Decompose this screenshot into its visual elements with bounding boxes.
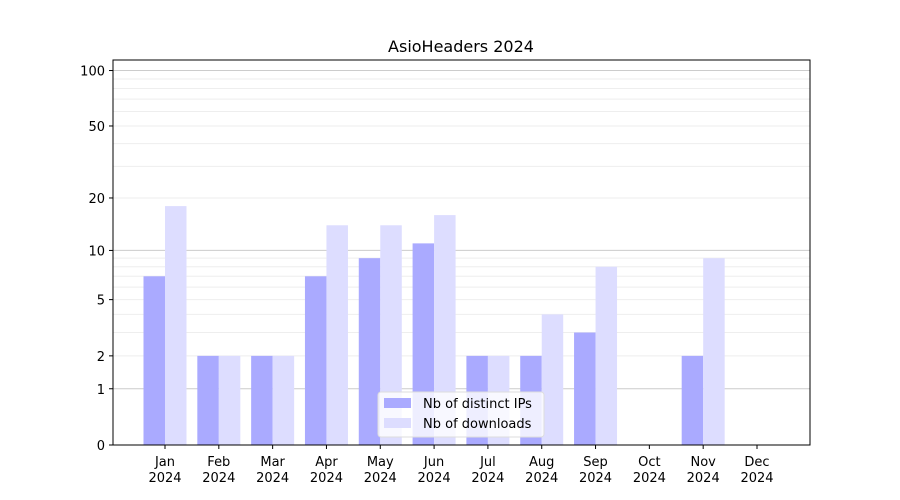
bar-ips [681,355,704,445]
bar-ips [251,355,273,445]
y-tick-label: 0 [97,439,105,454]
bar-downloads [272,355,295,445]
x-tick-label: Oct 2024 [633,455,666,486]
legend-swatch [384,418,411,428]
x-tick-label: Apr 2024 [310,455,343,486]
bar-ips [574,332,596,445]
bar-ips [143,276,165,445]
bar-ips [304,276,327,445]
bar-downloads [165,206,187,445]
x-tick-label: May 2024 [364,455,397,486]
bar-ips [358,258,381,445]
legend-label: Nb of downloads [423,417,532,432]
x-tick-label: Jun 2024 [418,455,451,486]
legend-label: Nb of distinct IPs [423,397,532,412]
plot-frame [112,59,811,446]
bar-downloads [434,215,456,445]
y-tick-label: 5 [97,294,105,309]
x-tick-label: Aug 2024 [525,455,558,486]
legend-swatch [384,398,411,408]
x-tick-label: Jul 2024 [471,455,504,486]
y-tick-label: 100 [80,65,105,80]
legend-box [377,391,545,438]
y-tick-label: 50 [88,120,105,135]
y-tick-label: 1 [97,383,105,398]
x-tick-label: Nov 2024 [687,455,720,486]
y-tick-label: 10 [88,244,105,259]
x-tick-label: Dec 2024 [740,455,773,486]
x-tick-label: Sep 2024 [579,455,612,486]
legend: Nb of distinct IPs Nb of downloads [377,391,545,438]
bar-ips [197,355,219,445]
y-tick-label: 20 [88,192,105,207]
bar-downloads [541,314,564,445]
chart-title: AsioHeaders 2024 [388,37,534,56]
bar-downloads [326,225,348,445]
x-tick-label: Mar 2024 [256,455,289,486]
bar-downloads [595,266,618,445]
bar-downloads [703,258,725,445]
x-tick-label: Feb 2024 [202,455,235,486]
x-tick-label: Jan 2024 [148,455,181,486]
bar-downloads [380,225,402,445]
bar-downloads [218,355,241,445]
y-tick-label: 2 [97,350,105,365]
